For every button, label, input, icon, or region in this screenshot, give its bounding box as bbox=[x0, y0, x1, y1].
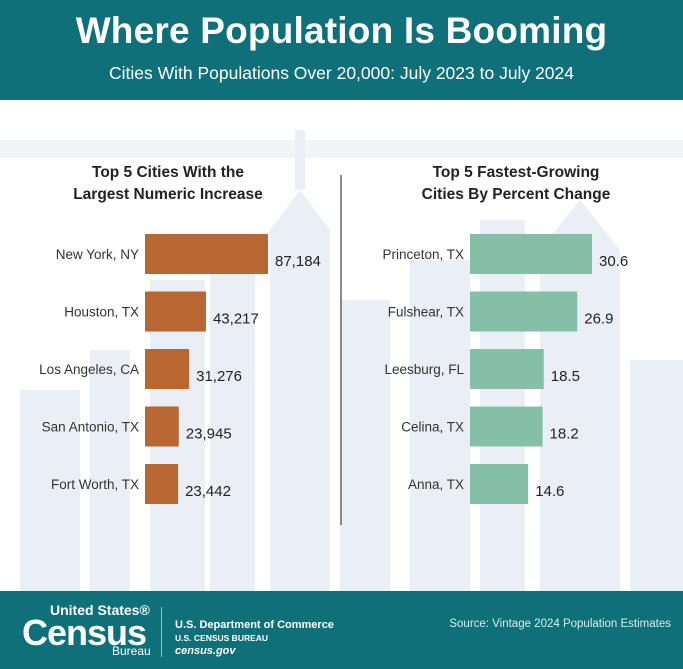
percent-bar bbox=[470, 234, 592, 274]
header-banner: Where Population Is Booming Cities With … bbox=[0, 0, 683, 100]
numeric-value-label: 31,276 bbox=[196, 368, 242, 385]
percent-category-label: Anna, TX bbox=[408, 477, 464, 492]
numeric-bar bbox=[145, 234, 268, 274]
numeric-category-label: Los Angeles, CA bbox=[39, 362, 139, 377]
chart-area: Top 5 Cities With the Largest Numeric Inc… bbox=[0, 100, 683, 591]
percent-bar bbox=[470, 464, 529, 504]
percent-bar bbox=[470, 406, 543, 447]
footer-divider bbox=[161, 607, 162, 657]
page-subtitle: Cities With Populations Over 20,000: Jul… bbox=[109, 63, 574, 83]
page-title: Where Population Is Booming bbox=[75, 10, 608, 51]
percent-category-label: Celina, TX bbox=[401, 420, 464, 435]
percent-category-label: Fulshear, TX bbox=[388, 305, 464, 320]
numeric-bar bbox=[145, 406, 179, 447]
percent-bar bbox=[470, 291, 578, 332]
numeric-category-label: New York, NY bbox=[56, 247, 139, 262]
numeric-category-label: Houston, TX bbox=[64, 305, 139, 320]
census-link[interactable]: census.gov bbox=[175, 645, 236, 657]
bar-charts: Top 5 Cities With the Largest Numeric Inc… bbox=[39, 164, 628, 525]
numeric-chart-title-line: Top 5 Cities With the bbox=[92, 164, 244, 181]
percent-value-label: 26.9 bbox=[584, 311, 613, 328]
percent-value-label: 14.6 bbox=[535, 483, 564, 500]
skyline-background bbox=[0, 130, 683, 591]
census-logo-bureau: Bureau bbox=[112, 644, 151, 658]
numeric-value-label: 23,442 bbox=[185, 483, 231, 500]
footer-banner: United States® Census Bureau U.S. Depart… bbox=[0, 591, 683, 669]
department-name: U.S. Department of Commerce bbox=[175, 619, 334, 631]
percent-value-label: 18.5 bbox=[551, 368, 580, 385]
percent-chart-title-line: Cities By Percent Change bbox=[422, 186, 611, 203]
numeric-category-label: Fort Worth, TX bbox=[51, 477, 139, 492]
numeric-bar bbox=[145, 349, 190, 389]
numeric-value-label: 43,217 bbox=[213, 311, 259, 328]
numeric-value-label: 23,945 bbox=[186, 426, 232, 443]
percent-category-label: Leesburg, FL bbox=[384, 362, 464, 377]
numeric-bar bbox=[145, 464, 179, 504]
percent-value-label: 30.6 bbox=[599, 253, 628, 270]
census-logo-top: United States® bbox=[50, 602, 150, 618]
numeric-chart-title-line: Largest Numeric Increase bbox=[73, 186, 263, 203]
percent-chart-title-line: Top 5 Fastest-Growing bbox=[433, 164, 600, 181]
census-logo: Census bbox=[22, 612, 147, 653]
numeric-bar bbox=[145, 291, 206, 332]
numeric-category-label: San Antonio, TX bbox=[42, 420, 139, 435]
bureau-name: U.S. CENSUS BUREAU bbox=[175, 633, 269, 643]
numeric-value-label: 87,184 bbox=[275, 253, 321, 270]
percent-bar bbox=[470, 349, 544, 389]
source-note: Source: Vintage 2024 Population Estimate… bbox=[449, 618, 671, 630]
percent-category-label: Princeton, TX bbox=[382, 247, 464, 262]
percent-value-label: 18.2 bbox=[550, 426, 579, 443]
